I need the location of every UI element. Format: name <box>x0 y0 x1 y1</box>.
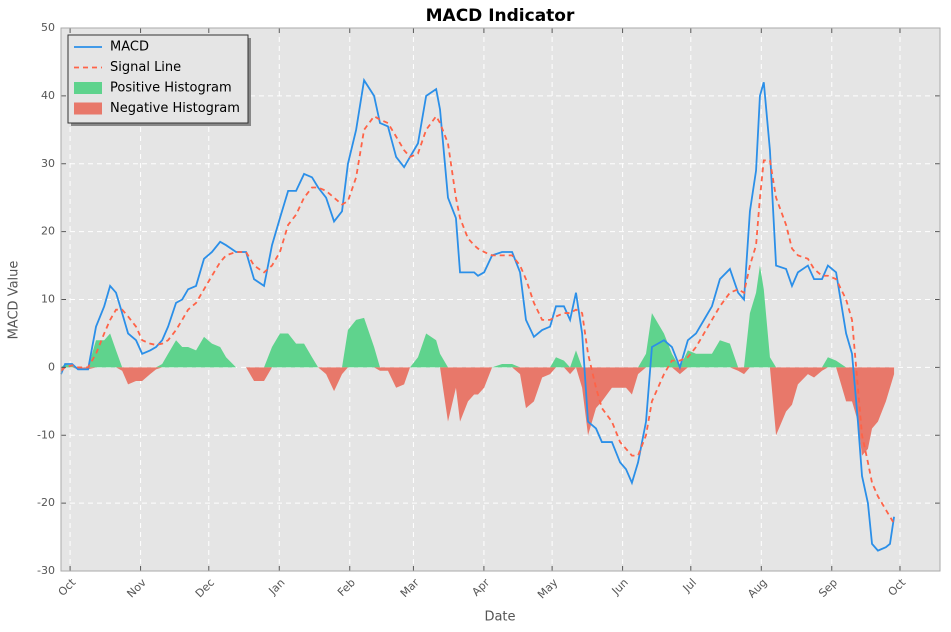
legend: MACD Signal Line Positive Histogram Negativ… <box>67 34 251 126</box>
y-tick-label: -20 <box>37 496 55 509</box>
x-tick-label: Jul <box>680 576 699 595</box>
histogram-area <box>61 367 895 456</box>
y-tick-label: -30 <box>37 564 55 577</box>
x-tick-label: Oct <box>886 576 909 599</box>
series-line <box>60 77 895 552</box>
y-tick-label: 40 <box>41 89 55 102</box>
y-tick-label: 50 <box>41 21 55 34</box>
y-tick-label: 10 <box>41 293 55 306</box>
x-tick-label: Feb <box>335 576 358 599</box>
x-tick-label: Dec <box>193 576 217 600</box>
x-tick-label: Aug <box>745 576 769 600</box>
y-tick-label: 0 <box>48 360 55 373</box>
x-tick-label: Jun <box>609 576 631 598</box>
legend-label: Negative Histogram <box>110 101 240 116</box>
series-line <box>60 114 895 524</box>
legend-swatch <box>74 102 102 115</box>
x-tick-label: May <box>535 576 561 602</box>
x-axis-label: Date <box>484 610 515 625</box>
chart-title: MACD Indicator <box>426 6 575 26</box>
legend-label: MACD <box>110 40 149 55</box>
x-tick-label: Oct <box>56 576 79 599</box>
legend-label: Signal Line <box>110 60 181 75</box>
y-tick-label: 30 <box>41 157 55 170</box>
x-tick-label: Sep <box>816 576 840 600</box>
x-tick-label: Jan <box>266 576 288 598</box>
x-tick-label: Mar <box>398 576 422 600</box>
y-tick-label: 20 <box>41 225 55 238</box>
plot-frame <box>60 27 941 572</box>
marks <box>60 77 895 552</box>
x-tick-label: Apr <box>469 576 492 599</box>
y-axis-label: MACD Value <box>7 261 22 340</box>
legend-label: Positive Histogram <box>110 81 232 96</box>
y-tick-label: -10 <box>37 428 55 441</box>
legend-swatch <box>74 82 102 94</box>
x-tick-label: Nov <box>124 576 149 601</box>
